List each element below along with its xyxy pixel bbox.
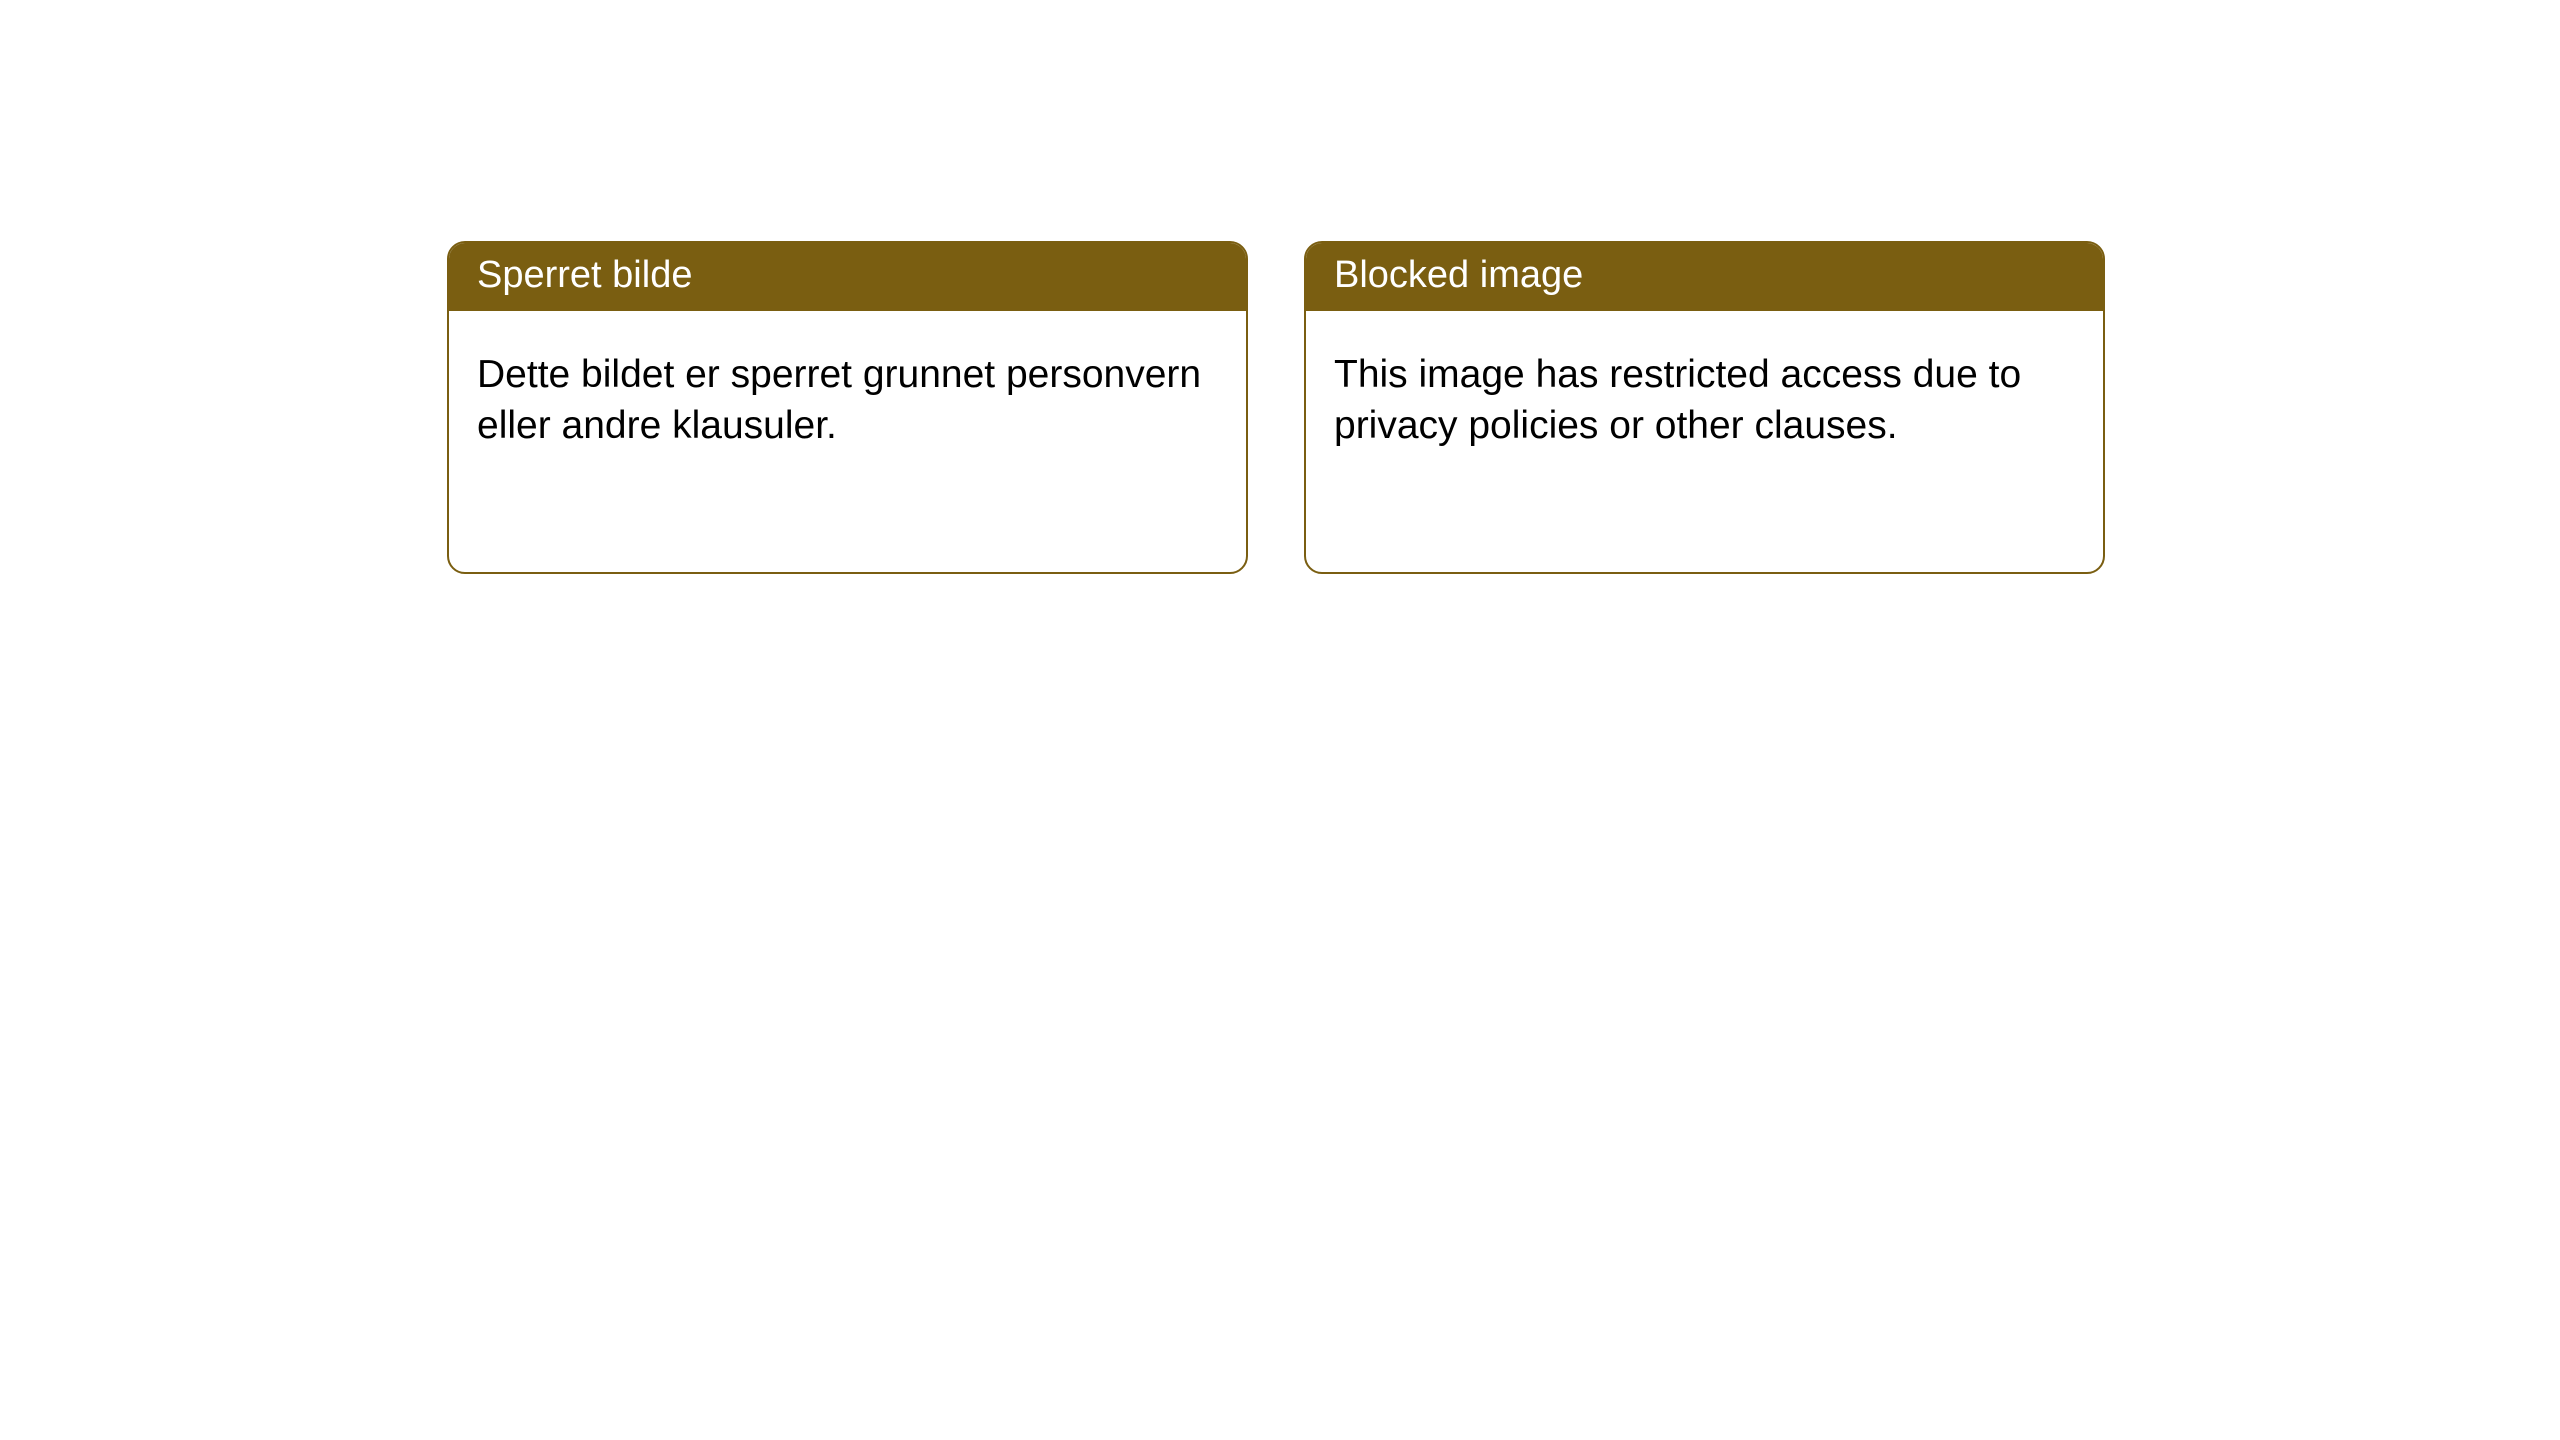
notice-body: Dette bildet er sperret grunnet personve…: [449, 311, 1246, 480]
notice-message: This image has restricted access due to …: [1334, 353, 2021, 447]
notice-card-english: Blocked image This image has restricted …: [1304, 241, 2105, 574]
notice-header: Blocked image: [1306, 243, 2103, 311]
notice-container: Sperret bilde Dette bildet er sperret gr…: [447, 241, 2105, 574]
notice-title: Blocked image: [1334, 254, 1583, 296]
notice-header: Sperret bilde: [449, 243, 1246, 311]
notice-title: Sperret bilde: [477, 254, 692, 296]
notice-card-norwegian: Sperret bilde Dette bildet er sperret gr…: [447, 241, 1248, 574]
notice-message: Dette bildet er sperret grunnet personve…: [477, 353, 1201, 447]
notice-body: This image has restricted access due to …: [1306, 311, 2103, 480]
